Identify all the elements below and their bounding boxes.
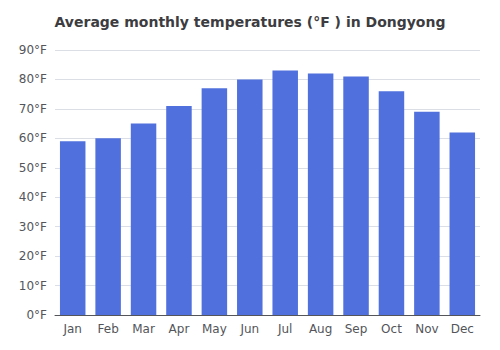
svg-text:80°F: 80°F xyxy=(19,72,47,86)
svg-text:20°F: 20°F xyxy=(19,249,47,263)
svg-text:Feb: Feb xyxy=(98,322,119,336)
svg-text:40°F: 40°F xyxy=(19,190,47,204)
svg-text:May: May xyxy=(202,322,227,336)
svg-text:70°F: 70°F xyxy=(19,102,47,116)
svg-text:0°F: 0°F xyxy=(26,308,47,322)
svg-text:Nov: Nov xyxy=(415,322,438,336)
svg-text:Jan: Jan xyxy=(62,322,82,336)
svg-text:60°F: 60°F xyxy=(19,131,47,145)
svg-text:30°F: 30°F xyxy=(19,220,47,234)
svg-text:10°F: 10°F xyxy=(19,279,47,293)
svg-text:90°F: 90°F xyxy=(19,43,47,57)
svg-text:50°F: 50°F xyxy=(19,161,47,175)
svg-text:Oct: Oct xyxy=(381,322,402,336)
svg-text:Sep: Sep xyxy=(345,322,368,336)
svg-text:Jun: Jun xyxy=(239,322,259,336)
svg-text:Aug: Aug xyxy=(309,322,332,336)
svg-text:Apr: Apr xyxy=(169,322,190,336)
svg-text:Jul: Jul xyxy=(277,322,292,336)
svg-text:Average monthly temperatures (: Average monthly temperatures (°F ) in Do… xyxy=(55,14,446,30)
svg-text:Dec: Dec xyxy=(451,322,474,336)
svg-text:Mar: Mar xyxy=(132,322,155,336)
